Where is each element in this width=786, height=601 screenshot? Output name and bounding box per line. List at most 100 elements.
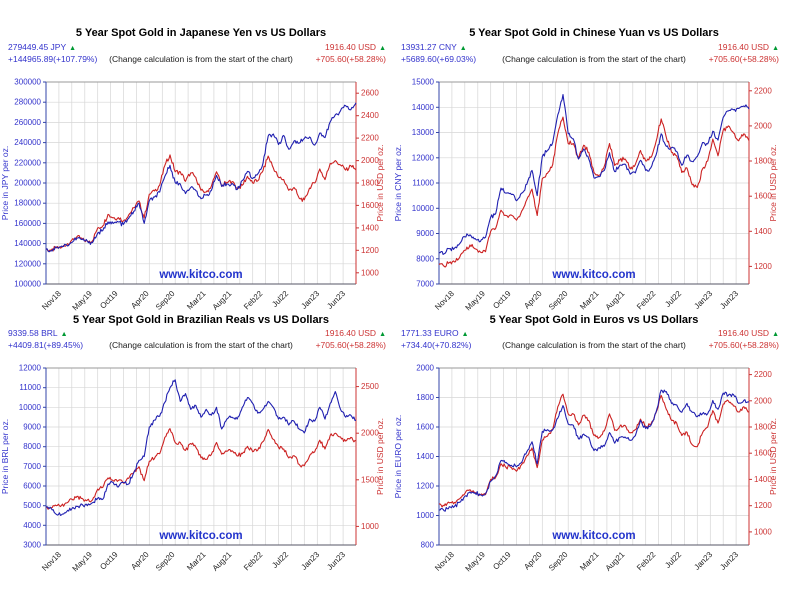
x-axis-tick-label: Sep20 <box>154 550 177 573</box>
left-axis-tick-label: 6000 <box>23 482 41 491</box>
left-axis-tick-label: 9000 <box>416 229 434 238</box>
right-axis-title: Price in USD per oz. <box>375 418 385 495</box>
x-axis-tick-label: Nov18 <box>40 289 63 312</box>
left-axis-tick-label: 5000 <box>23 501 41 510</box>
local-currency-change: +734.40(+70.82%) <box>401 340 472 350</box>
right-axis-tick-label: 1400 <box>361 223 379 232</box>
right-axis-tick-label: 2000 <box>754 396 772 405</box>
right-axis-tick-label: 2000 <box>361 156 379 165</box>
up-arrow-icon: ▲ <box>61 331 68 338</box>
x-axis-tick-label: Sep20 <box>154 289 177 312</box>
left-axis-tick-label: 220000 <box>14 158 41 167</box>
x-axis-tick-label: Apr20 <box>129 550 151 572</box>
right-axis-tick-label: 2200 <box>754 86 772 95</box>
gold-in-usd-line <box>438 116 750 268</box>
left-axis-tick-label: 180000 <box>14 199 41 208</box>
usd-change: +705.60(+58.28%) <box>316 340 387 350</box>
right-axis-title: Price in USD per oz. <box>375 145 385 222</box>
left-axis-tick-label: 7000 <box>23 462 41 471</box>
left-axis-tick-label: 120000 <box>14 259 41 268</box>
x-axis-tick-label: Mar21 <box>185 289 208 312</box>
left-axis-tick-label: 1400 <box>416 452 434 461</box>
usd-value: 1916.40 USD ▲ <box>718 328 779 338</box>
chart-panel-cny: 7000 8000 9000 10000 11000 12000 13000 14000 150… <box>393 27 779 312</box>
left-axis-tick-label: 8000 <box>23 442 41 451</box>
right-axis-tick-label: 1800 <box>754 423 772 432</box>
left-axis-tick-label: 9000 <box>23 423 41 432</box>
left-axis-tick-label: 300000 <box>14 78 41 87</box>
left-axis-tick-label: 12000 <box>412 153 435 162</box>
left-axis-title: Price in BRL per oz. <box>0 419 10 494</box>
left-axis-tick-label: 11000 <box>19 383 41 392</box>
x-axis-tick-label: Oct19 <box>98 289 120 311</box>
x-axis-tick-label: May19 <box>71 550 95 574</box>
local-currency-value: 9339.58 BRL ▲ <box>8 328 68 338</box>
x-axis-tick-label: Jan23 <box>299 289 321 311</box>
left-axis-tick-label: 10000 <box>412 204 435 213</box>
left-axis-title: Price in JPY per oz. <box>0 146 10 221</box>
local-currency-value: 1771.33 EURO ▲ <box>401 328 469 338</box>
chart-subtitle: (Change calculation is from the start of… <box>502 54 686 64</box>
up-arrow-icon: ▲ <box>379 331 386 338</box>
right-axis-tick-label: 1500 <box>361 475 379 484</box>
kitco-watermark: www.kitco.com <box>551 269 635 281</box>
kitco-watermark: www.kitco.com <box>551 530 635 542</box>
left-axis-tick-label: 200000 <box>14 179 41 188</box>
up-arrow-icon: ▲ <box>772 331 779 338</box>
right-axis-tick-label: 1600 <box>754 449 772 458</box>
x-axis-tick-label: Feb22 <box>242 289 265 312</box>
left-axis-tick-label: 14000 <box>412 103 435 112</box>
x-axis-tick-label: Apr20 <box>129 289 151 311</box>
x-axis-tick-label: Nov18 <box>433 289 456 312</box>
left-axis-tick-label: 2000 <box>416 364 434 373</box>
x-axis-tick-label: Mar21 <box>578 289 601 312</box>
usd-value: 1916.40 USD ▲ <box>325 42 386 52</box>
usd-value: 1916.40 USD ▲ <box>325 328 386 338</box>
usd-value-text: 1916.40 USD <box>325 42 376 52</box>
x-axis-tick-label: Jun23 <box>325 289 347 311</box>
x-axis-tick-label: Jan23 <box>692 550 714 572</box>
chart-title: 5 Year Spot Gold in Chinese Yuan vs US D… <box>469 27 719 39</box>
chart-title: 5 Year Spot Gold in Japanese Yen vs US D… <box>76 27 326 39</box>
x-axis-tick-label: Feb22 <box>635 550 658 573</box>
local-currency-value-text: 13931.27 CNY <box>401 42 457 52</box>
x-axis-tick-label: Apr20 <box>522 289 544 311</box>
chart-subtitle: (Change calculation is from the start of… <box>109 340 293 350</box>
gold-in-cny-line <box>438 94 750 255</box>
x-axis-tick-label: Nov18 <box>40 550 63 573</box>
usd-change: +705.60(+58.28%) <box>709 54 780 64</box>
right-axis-tick-label: 1800 <box>361 179 379 188</box>
right-axis-tick-label: 1000 <box>361 268 379 277</box>
x-axis-tick-label: Jan23 <box>692 289 714 311</box>
x-axis-tick-label: Feb22 <box>242 550 265 573</box>
x-axis-tick-label: Aug21 <box>211 289 234 312</box>
x-axis-tick-label: Oct19 <box>491 550 513 572</box>
gold-in-usd-line <box>45 154 357 252</box>
left-axis-tick-label: 240000 <box>14 138 41 147</box>
local-currency-value-text: 9339.58 BRL <box>8 328 58 338</box>
x-axis-tick-label: Apr20 <box>522 550 544 572</box>
right-axis-tick-label: 1400 <box>754 227 772 236</box>
usd-value-text: 1916.40 USD <box>718 328 769 338</box>
chart-panel-euro: 800 1000 1200 1400 1600 1800 2000 1000 1200 1400 1… <box>393 314 779 573</box>
left-axis-tick-label: 12000 <box>19 364 42 373</box>
x-axis-tick-label: Jun23 <box>718 289 740 311</box>
left-axis-tick-label: 10000 <box>19 403 42 412</box>
left-axis-tick-label: 1800 <box>416 393 434 402</box>
chart-title: 5 Year Spot Gold in Euros vs US Dollars <box>490 314 699 326</box>
x-axis-tick-label: Aug21 <box>604 550 627 573</box>
local-currency-value-text: 279449.45 JPY <box>8 42 66 52</box>
right-axis-tick-label: 2000 <box>361 429 379 438</box>
left-axis-tick-label: 140000 <box>14 239 41 248</box>
x-axis-tick-label: Sep20 <box>547 550 570 573</box>
right-axis-tick-label: 2500 <box>361 382 379 391</box>
x-axis-tick-label: May19 <box>464 289 488 313</box>
left-axis-tick-label: 4000 <box>23 521 41 530</box>
left-axis-tick-label: 3000 <box>23 541 41 550</box>
gold-in-jpy-line <box>45 102 357 253</box>
right-axis-tick-label: 2200 <box>754 370 772 379</box>
chart-panel-brl: 3000 4000 5000 6000 7000 8000 9000 10000 11000 12… <box>0 314 386 573</box>
right-axis-tick-label: 1600 <box>361 201 379 210</box>
right-axis-title: Price in USD per oz. <box>768 145 778 222</box>
